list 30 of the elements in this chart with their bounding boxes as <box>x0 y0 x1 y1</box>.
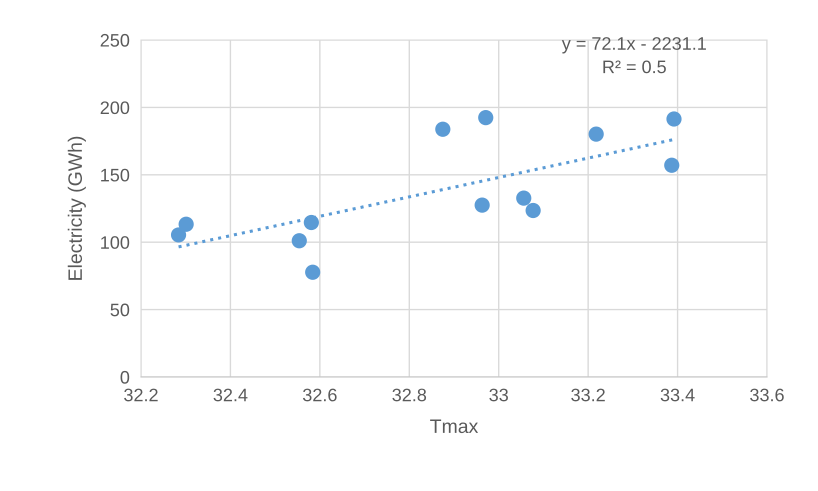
point <box>664 158 680 173</box>
y-tick-label: 50 <box>110 304 130 316</box>
y-tick-label: 250 <box>100 34 130 47</box>
annotation: y = 72.1x - 2231.1 R² = 0.5 <box>562 37 706 74</box>
point <box>178 216 194 232</box>
point <box>474 198 490 213</box>
x-tick-label: 33.6 <box>750 388 784 402</box>
point <box>170 227 186 243</box>
x-tick-label: 33 <box>489 388 508 402</box>
x-tick-label: 32.6 <box>302 388 337 402</box>
point <box>305 264 320 280</box>
y-tick-label: 0 <box>120 370 130 384</box>
y-tick-label: 150 <box>101 168 130 182</box>
point <box>588 126 604 142</box>
point <box>292 233 307 248</box>
y-tick-label: 200 <box>100 101 130 114</box>
x-tick-label: 33.2 <box>571 388 605 402</box>
point <box>478 110 494 126</box>
point <box>516 190 532 206</box>
x-tick-label: 32.8 <box>392 388 426 402</box>
y-tick-label: 100 <box>101 236 130 249</box>
x-tick-label: 32.4 <box>214 388 248 402</box>
point <box>666 111 682 127</box>
point <box>526 202 541 218</box>
x-tick-label: 33.4 <box>660 388 695 402</box>
point <box>304 214 319 230</box>
y-axis-title: Electricity (GWh) <box>68 136 86 280</box>
x-axis-title: Tmax <box>430 420 478 434</box>
point <box>435 122 450 137</box>
x-tick-label: 32.2 <box>124 388 158 402</box>
